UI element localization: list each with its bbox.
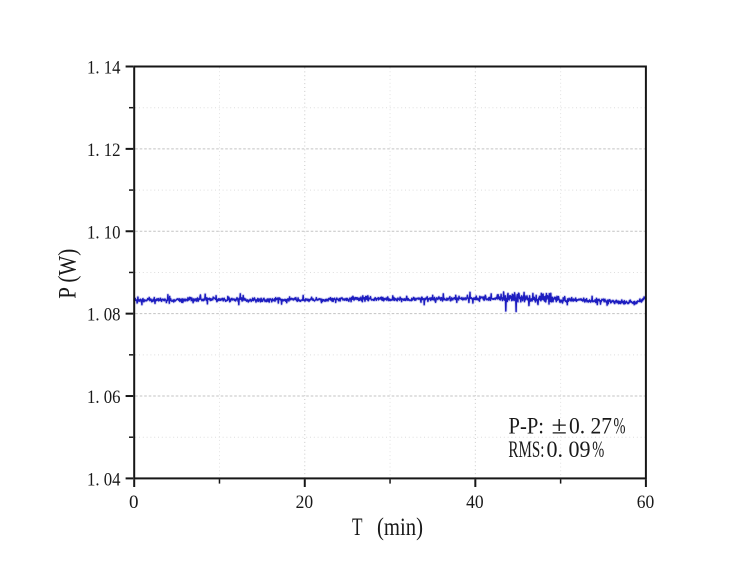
svg-text:60: 60 [637,492,655,513]
svg-text:0: 0 [129,492,139,513]
svg-text:RMS:: RMS: [508,437,544,462]
svg-text:(min): (min) [377,514,423,541]
svg-text:0. 27: 0. 27 [569,413,612,438]
svg-text:±: ± [552,412,568,439]
svg-text:40: 40 [466,492,484,513]
svg-text:1. 06: 1. 06 [87,387,121,408]
svg-text:1. 04: 1. 04 [87,469,121,490]
svg-text:1. 14: 1. 14 [87,58,121,79]
svg-text:0. 09: 0. 09 [547,437,591,462]
svg-text:1. 10: 1. 10 [87,222,121,243]
svg-text:20: 20 [296,492,314,513]
svg-text:P-P:: P-P: [509,413,545,438]
svg-text:P (W): P (W) [55,249,82,299]
svg-text:%: % [592,437,604,462]
svg-text:T: T [352,514,363,541]
svg-text:1. 12: 1. 12 [87,140,121,161]
svg-text:%: % [614,413,626,438]
svg-text:1. 08: 1. 08 [87,305,121,326]
